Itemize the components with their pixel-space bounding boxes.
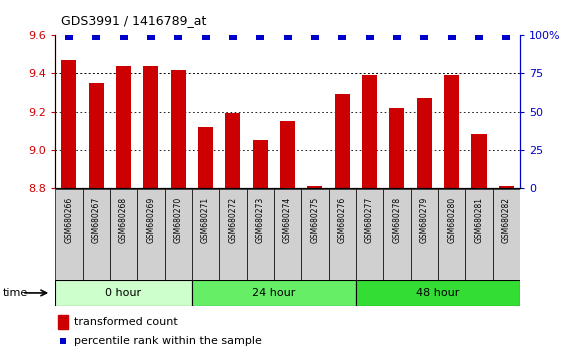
Text: GSM680268: GSM680268 [119,196,128,243]
Point [92,33,101,39]
Point [64,33,74,39]
Point [338,33,347,39]
Bar [110,189,137,280]
Bar [55,189,83,280]
Point [310,33,320,39]
Point [58,338,67,343]
Bar [438,189,465,280]
Bar [246,189,274,280]
Bar [356,280,520,306]
Bar [55,280,192,306]
Bar [356,189,383,280]
Bar [335,95,350,188]
Text: GSM680269: GSM680269 [146,196,155,243]
Text: GSM680276: GSM680276 [338,196,347,243]
Bar [89,83,104,188]
Bar [137,189,164,280]
Bar [171,70,186,188]
Text: percentile rank within the sample: percentile rank within the sample [74,336,261,346]
Bar [411,189,438,280]
Bar [58,315,68,329]
Bar [465,189,493,280]
Text: 0 hour: 0 hour [106,288,142,298]
Bar [493,189,520,280]
Point [283,33,292,39]
Text: 24 hour: 24 hour [252,288,296,298]
Text: GSM680279: GSM680279 [420,196,429,243]
Text: GSM680281: GSM680281 [475,196,483,242]
Bar [302,189,329,280]
Point [146,33,156,39]
Bar [329,189,356,280]
Bar [280,121,295,188]
Bar [144,66,159,188]
Text: GSM680278: GSM680278 [392,196,401,243]
Point [419,33,429,39]
Bar [274,189,302,280]
Bar [116,66,131,188]
Bar [444,75,459,188]
Text: GSM680277: GSM680277 [365,196,374,243]
Point [474,33,483,39]
Bar [383,189,411,280]
Bar [192,280,356,306]
Text: 48 hour: 48 hour [416,288,460,298]
Text: GSM680270: GSM680270 [174,196,183,243]
Point [501,33,511,39]
Text: GSM680271: GSM680271 [201,196,210,243]
Text: time: time [3,288,28,298]
Bar [192,189,219,280]
Point [392,33,401,39]
Text: GSM680273: GSM680273 [256,196,265,243]
Bar [307,186,322,188]
Text: GSM680272: GSM680272 [228,196,238,243]
Bar [362,75,377,188]
Bar [219,189,246,280]
Bar [471,135,486,188]
Point [119,33,128,39]
Point [256,33,265,39]
Text: GSM680274: GSM680274 [283,196,292,243]
Bar [417,98,432,188]
Text: transformed count: transformed count [74,318,178,327]
Bar [164,189,192,280]
Bar [83,189,110,280]
Bar [253,140,268,188]
Text: GSM680280: GSM680280 [447,196,456,243]
Text: GSM680267: GSM680267 [92,196,101,243]
Point [174,33,183,39]
Bar [389,108,404,188]
Bar [225,113,241,188]
Text: GSM680282: GSM680282 [502,196,511,242]
Text: GSM680275: GSM680275 [310,196,320,243]
Bar [62,60,76,188]
Bar [198,127,213,188]
Point [201,33,210,39]
Point [365,33,374,39]
Point [228,33,238,39]
Text: GSM680266: GSM680266 [64,196,73,243]
Bar [499,186,514,188]
Text: GDS3991 / 1416789_at: GDS3991 / 1416789_at [61,14,206,27]
Point [447,33,456,39]
